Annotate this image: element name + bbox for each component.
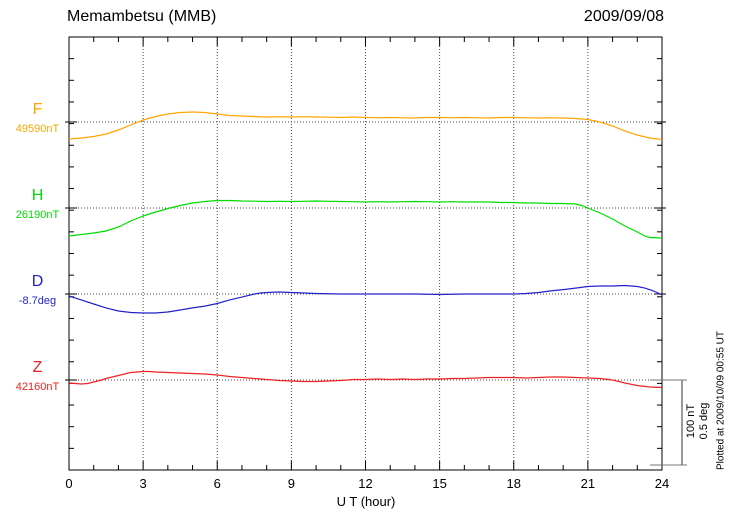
x-axis-label: U T (hour) bbox=[336, 494, 396, 509]
x-tick-label: 6 bbox=[213, 476, 221, 491]
series-label-F: F bbox=[32, 101, 43, 118]
x-tick-label: 9 bbox=[287, 476, 295, 491]
series-baseline-Z: 42160nT bbox=[15, 381, 60, 393]
x-tick-label: 18 bbox=[506, 476, 521, 491]
scale-bar-label: 100 nT 0.5 deg bbox=[685, 394, 713, 448]
series-label-H: H bbox=[31, 187, 44, 204]
x-tick-label: 12 bbox=[358, 476, 373, 491]
trace-F bbox=[68, 111, 663, 141]
trace-Z bbox=[68, 370, 663, 389]
date-label: 2009/09/08 bbox=[583, 8, 664, 25]
plotted-at-note: Plotted at 2009/10/09 00:55 UT bbox=[715, 331, 727, 470]
series-baseline-F: 49590nT bbox=[15, 123, 60, 135]
series-baseline-H: 26190nT bbox=[15, 209, 60, 221]
x-tick-label: 15 bbox=[432, 476, 447, 491]
series-label-D: D bbox=[31, 273, 44, 290]
x-tick-label: 21 bbox=[580, 476, 596, 491]
trace-D bbox=[68, 284, 663, 314]
scale-bar-deg: 0.5 deg bbox=[698, 402, 710, 440]
series-baseline-D: -8.7deg bbox=[18, 295, 57, 307]
scale-bar-nt: 100 nT bbox=[685, 403, 697, 439]
x-tick-label: 24 bbox=[654, 476, 670, 491]
trace-H bbox=[68, 199, 663, 239]
x-tick-label: 3 bbox=[139, 476, 147, 491]
x-tick-label: 0 bbox=[65, 476, 73, 491]
station-title: Memambetsu (MMB) bbox=[67, 8, 217, 25]
series-label-Z: Z bbox=[32, 359, 43, 376]
